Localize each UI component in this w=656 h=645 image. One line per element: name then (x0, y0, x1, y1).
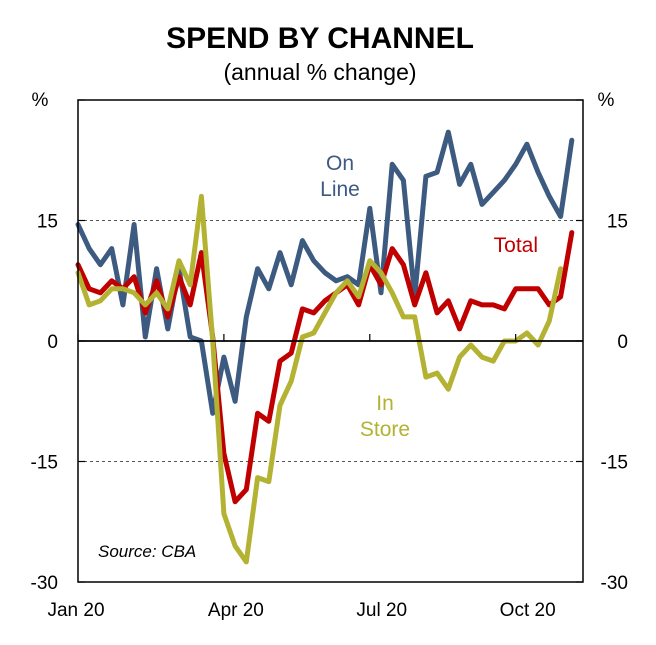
right-unit-label: % (598, 90, 615, 111)
x-tick-label: Jan 20 (47, 600, 104, 621)
axes (77, 99, 584, 583)
y-tick-label-left: -30 (31, 573, 58, 594)
series-line-on-line (75, 129, 575, 416)
left-unit-label: % (32, 90, 49, 111)
series-label-in-store: In (376, 392, 394, 415)
y-tick-label-left: 0 (47, 332, 58, 353)
series-label-in-store: Store (360, 418, 410, 441)
source-note: Source: CBA (98, 542, 196, 561)
tick-labels: -30 -30 -15 -15 0 0 15 15 Jan 20 Apr 20 Jul 20 Oct … (31, 212, 628, 622)
y-tick-label-right: -15 (601, 453, 628, 474)
gridlines (78, 220, 583, 462)
x-tick-label: Oct 20 (500, 600, 556, 621)
y-tick-label-left: -15 (31, 453, 58, 474)
series-labels: On Line Total In Store (320, 152, 538, 441)
series-layer (75, 129, 575, 565)
series-label-on-line: Line (320, 178, 360, 201)
series-label-total: Total (494, 234, 538, 257)
chart-subtitle: (annual % change) (223, 59, 416, 85)
x-tick-label: Jul 20 (356, 600, 407, 621)
series-line-in-store (75, 193, 564, 565)
y-tick-label-right: -30 (601, 573, 628, 594)
y-tick-label-right: 15 (607, 212, 628, 233)
x-tick-label: Apr 20 (208, 600, 264, 621)
series-label-on-line: On (326, 152, 354, 175)
y-tick-label-right: 0 (617, 332, 628, 353)
chart-title: SPEND BY CHANNEL (166, 22, 474, 55)
y-tick-label-left: 15 (37, 212, 58, 233)
series-line-total (75, 230, 575, 505)
